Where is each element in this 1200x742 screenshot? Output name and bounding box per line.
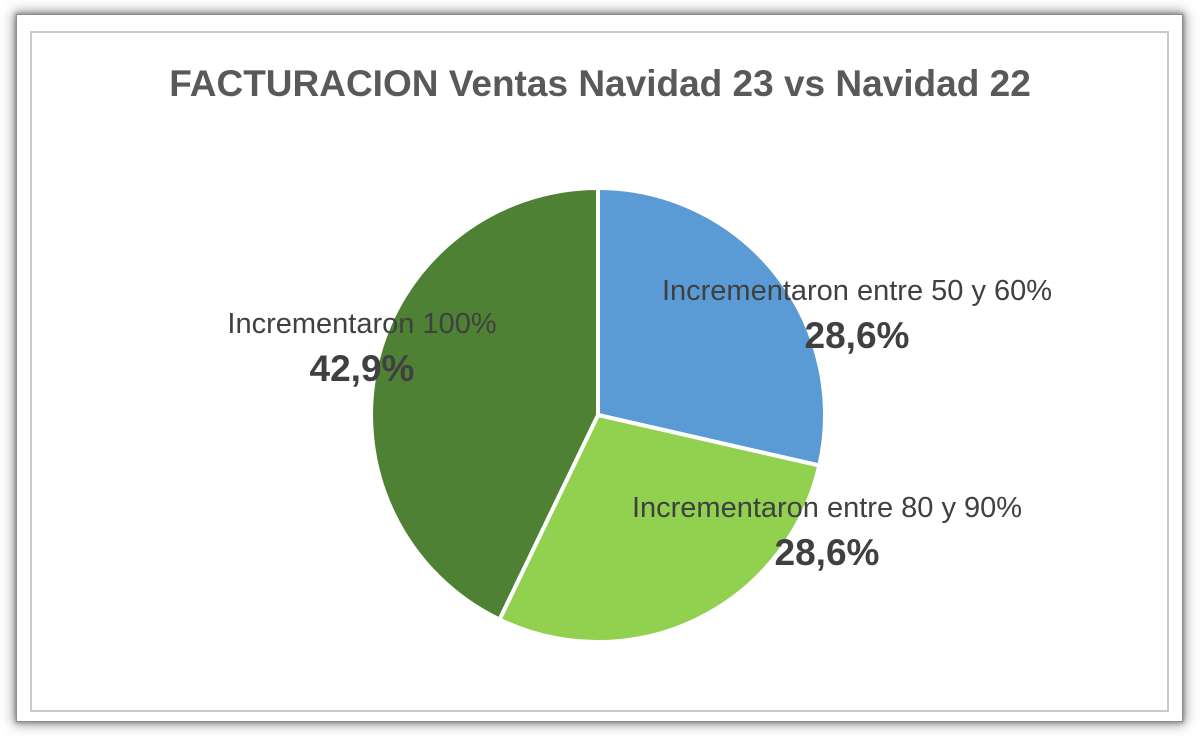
chart-title: FACTURACION Ventas Navidad 23 vs Navidad… [169,63,1031,104]
pie-slices-group [369,186,827,644]
slice-label-80-90: Incrementaron entre 80 y 90% 28,6% [632,490,1022,580]
slice-label-50-60: Incrementaron entre 50 y 60% 28,6% [662,273,1052,363]
slice-label-100: Incrementaron 100% 42,9% [227,306,496,396]
pie-slice-3 [369,186,600,622]
slice-label-100-text: Incrementaron 100% [227,308,497,340]
pie-slice-2 [497,413,822,644]
pie-slice-1 [596,186,827,468]
slice-label-50-60-text: Incrementaron entre 50 y 60% [661,275,1053,307]
slice-label-80-90-value: 28,6% [774,532,880,573]
slice-label-50-60-value: 28,6% [804,315,910,356]
slice-label-100-value: 42,9% [309,348,415,389]
slice-label-80-90-text: Incrementaron entre 80 y 90% [631,492,1023,524]
